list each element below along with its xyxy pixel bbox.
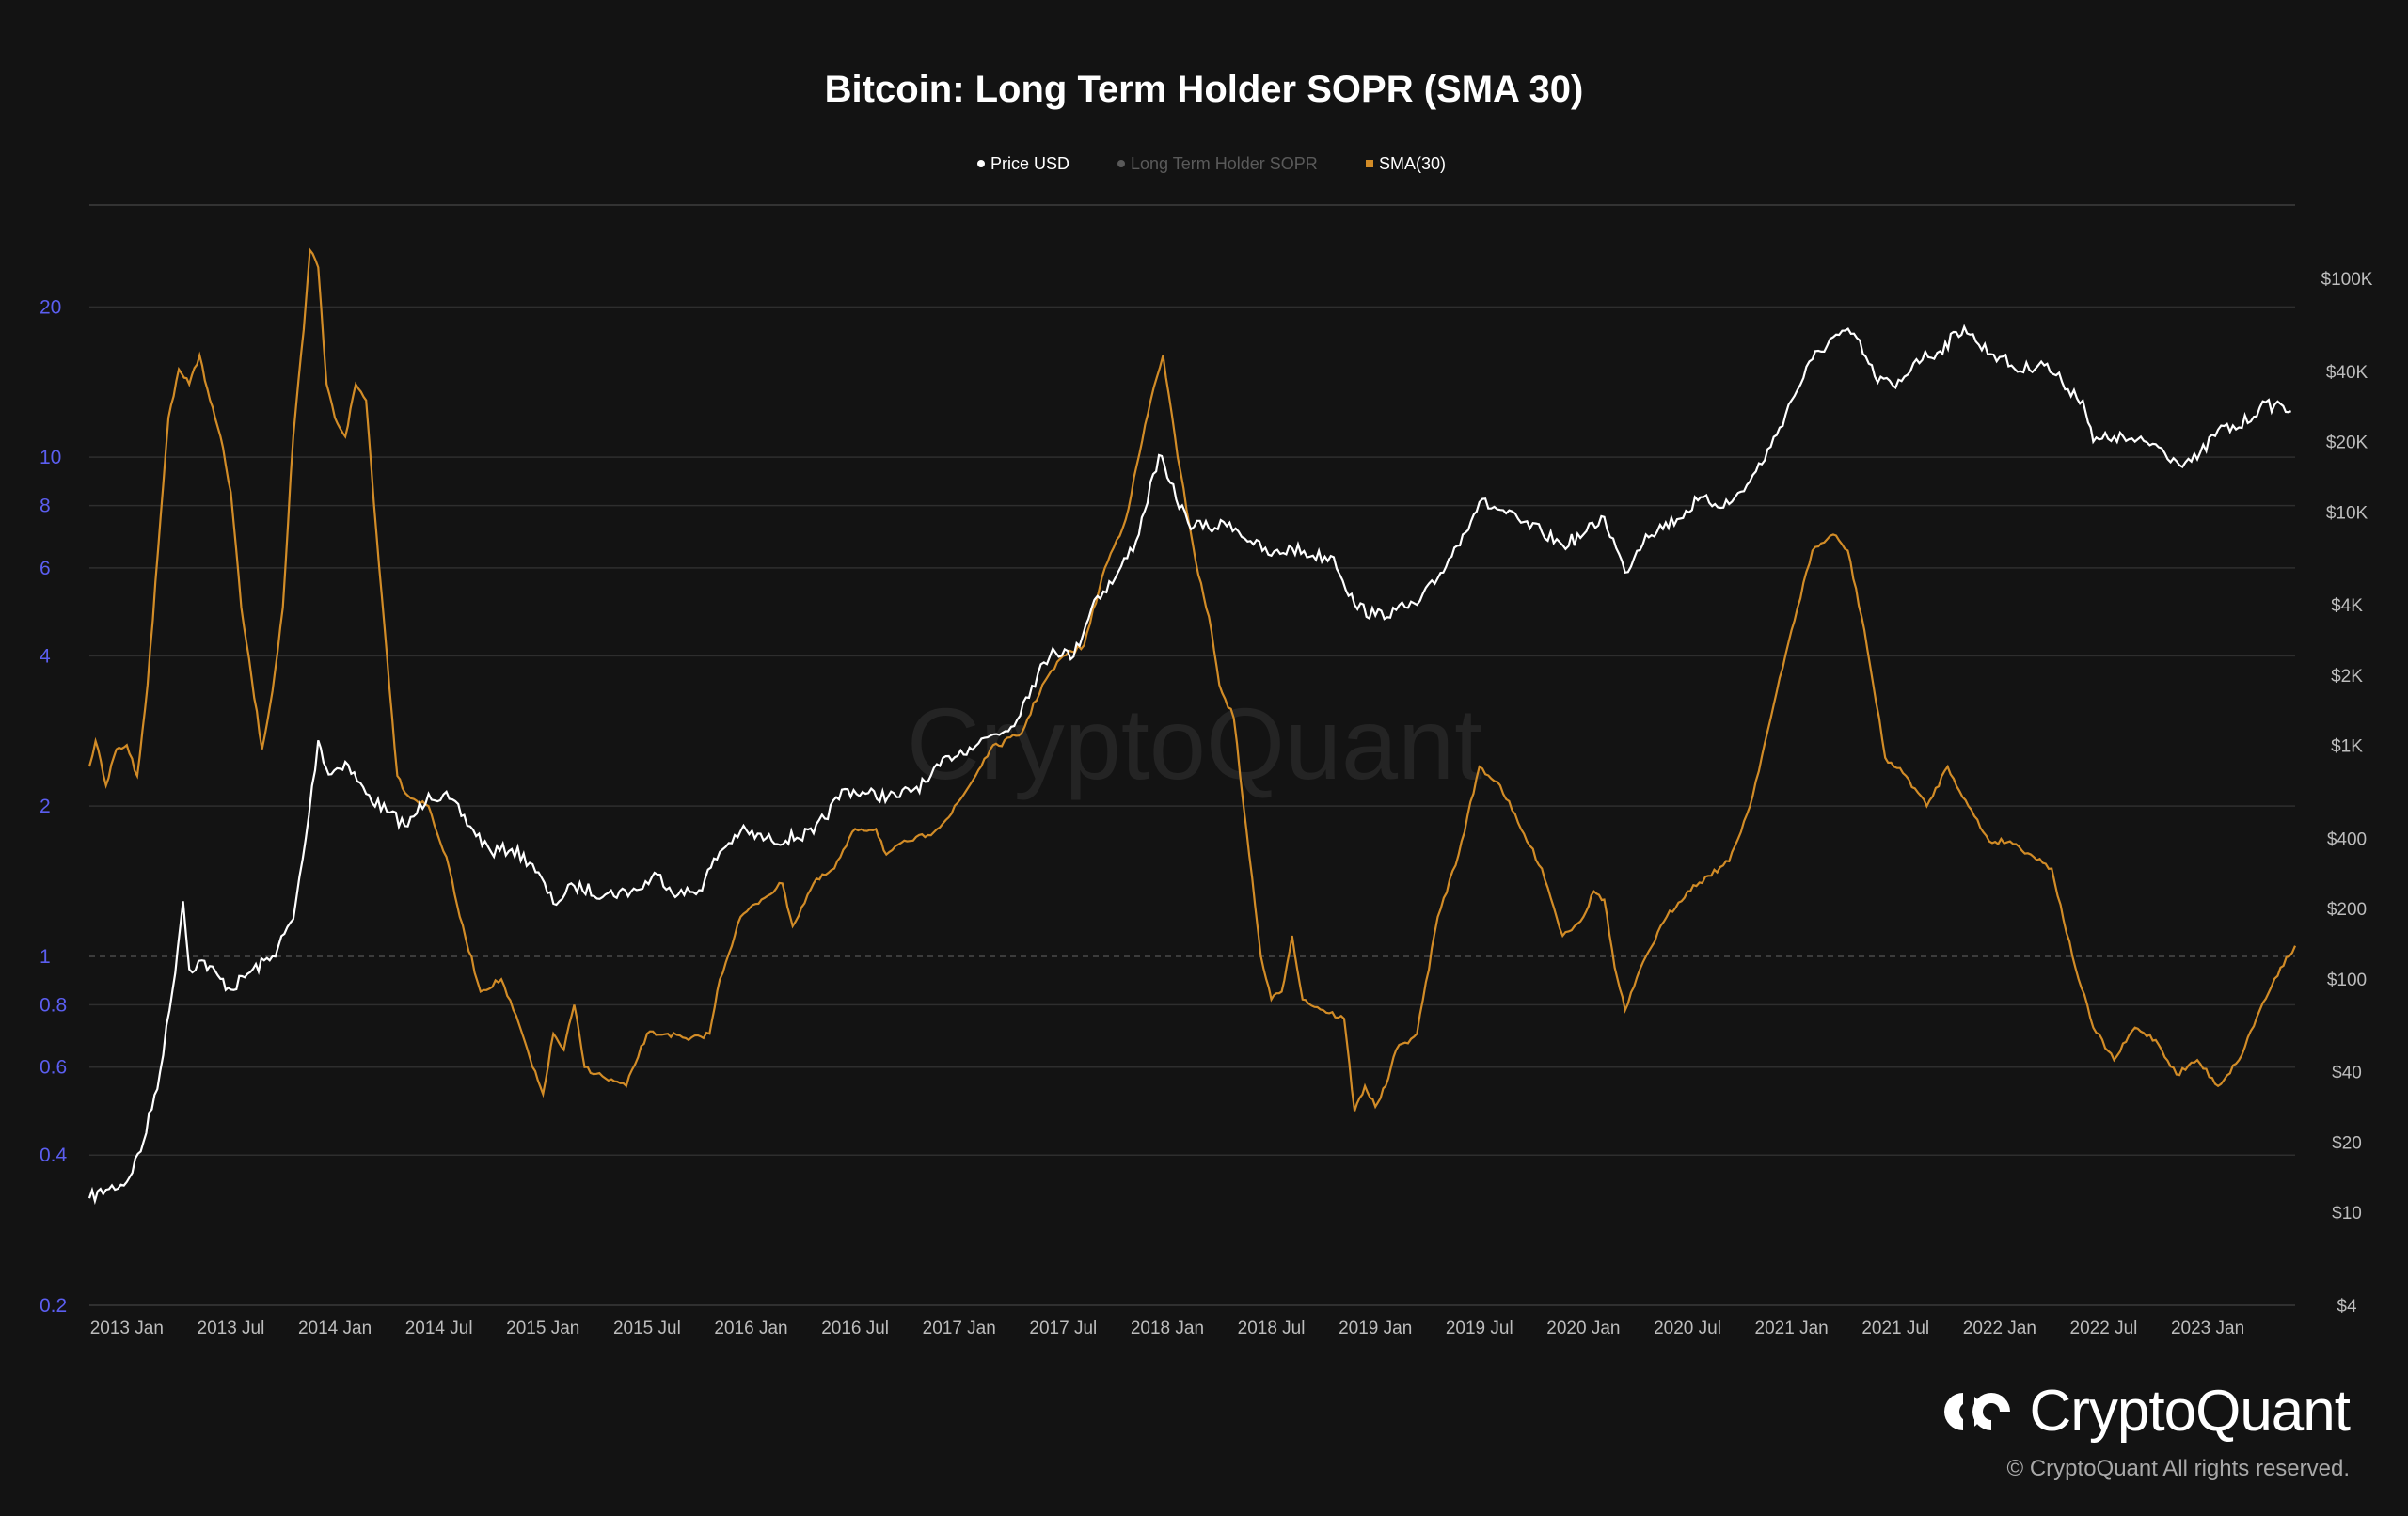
right-tick-label: $4K bbox=[2331, 596, 2363, 616]
legend-item-price[interactable]: Price USD bbox=[977, 154, 1069, 173]
x-tick-label: 2016 Jan bbox=[714, 1319, 787, 1338]
left-tick-label: 20 bbox=[40, 296, 61, 318]
x-tick-label: 2022 Jan bbox=[1963, 1319, 2036, 1338]
x-tick-label: 2016 Jul bbox=[821, 1319, 889, 1338]
x-tick-label: 2023 Jan bbox=[2171, 1319, 2244, 1338]
legend-item-sopr[interactable]: Long Term Holder SOPR bbox=[1117, 154, 1318, 173]
x-tick-label: 2018 Jul bbox=[1238, 1319, 1306, 1338]
left-tick-label: 1 bbox=[40, 946, 51, 968]
x-tick-label: 2021 Jan bbox=[1755, 1319, 1829, 1338]
x-tick-label: 2019 Jan bbox=[1339, 1319, 1412, 1338]
left-tick-label: 0.8 bbox=[40, 994, 67, 1016]
x-tick-label: 2019 Jul bbox=[1446, 1319, 1513, 1338]
left-tick-label: 0.2 bbox=[40, 1295, 67, 1317]
legend-label-price: Price USD bbox=[990, 154, 1069, 173]
left-tick-label: 4 bbox=[40, 645, 51, 667]
x-tick-label: 2017 Jul bbox=[1029, 1319, 1097, 1338]
legend: Price USD Long Term Holder SOPR SMA(30) bbox=[977, 154, 1446, 173]
right-tick-label: $20 bbox=[2332, 1133, 2362, 1153]
left-tick-label: 6 bbox=[40, 558, 51, 579]
x-tick-label: 2020 Jul bbox=[1654, 1319, 1721, 1338]
right-tick-label: $100K bbox=[2321, 270, 2373, 290]
legend-marker-sma bbox=[1366, 160, 1373, 167]
chart-title: Bitcoin: Long Term Holder SOPR (SMA 30) bbox=[825, 69, 1584, 110]
x-tick-label: 2013 Jul bbox=[198, 1319, 265, 1338]
right-tick-label: $10K bbox=[2326, 503, 2368, 523]
legend-label-sopr: Long Term Holder SOPR bbox=[1131, 154, 1318, 173]
x-axis: 2013 Jan 2013 Jul 2014 Jan 2014 Jul 2015 Jan… bbox=[90, 1319, 2244, 1338]
left-tick-label: 0.4 bbox=[40, 1145, 68, 1166]
left-axis: 0.2 0.4 0.6 0.8 1 2 4 6 8 10 20 bbox=[40, 296, 68, 1317]
x-tick-label: 2014 Jan bbox=[298, 1319, 372, 1338]
right-tick-label: $40 bbox=[2332, 1064, 2362, 1083]
right-tick-label: $4 bbox=[2337, 1297, 2357, 1317]
legend-label-sma: SMA(30) bbox=[1379, 154, 1446, 173]
x-tick-label: 2017 Jan bbox=[923, 1319, 996, 1338]
watermark: CryptoQuant bbox=[907, 687, 1482, 800]
right-tick-label: $1K bbox=[2331, 737, 2363, 757]
left-tick-label: 10 bbox=[40, 447, 61, 468]
x-tick-label: 2018 Jan bbox=[1131, 1319, 1204, 1338]
right-tick-label: $400 bbox=[2327, 829, 2367, 849]
copyright-text: © CryptoQuant All rights reserved. bbox=[2006, 1456, 2351, 1481]
x-tick-label: 2022 Jul bbox=[2070, 1319, 2138, 1338]
sma30-series-line bbox=[87, 246, 2297, 1112]
price-series-line bbox=[87, 324, 2291, 1206]
x-tick-label: 2021 Jul bbox=[1861, 1319, 1929, 1338]
brand-name: CryptoQuant bbox=[2029, 1379, 2351, 1444]
left-tick-label: 0.6 bbox=[40, 1057, 67, 1079]
x-tick-label: 2020 Jan bbox=[1546, 1319, 1620, 1338]
right-tick-label: $10 bbox=[2332, 1204, 2362, 1224]
left-tick-label: 2 bbox=[40, 796, 51, 817]
right-tick-label: $200 bbox=[2327, 900, 2367, 920]
x-tick-label: 2014 Jul bbox=[405, 1319, 473, 1338]
right-tick-label: $2K bbox=[2331, 667, 2363, 687]
right-tick-label: $40K bbox=[2326, 363, 2368, 383]
legend-marker-price bbox=[977, 160, 985, 167]
right-tick-label: $100 bbox=[2327, 971, 2367, 990]
x-tick-label: 2015 Jul bbox=[613, 1319, 681, 1338]
x-tick-label: 2013 Jan bbox=[90, 1319, 164, 1338]
legend-marker-sopr bbox=[1117, 160, 1125, 167]
footer: CryptoQuant © CryptoQuant All rights res… bbox=[1861, 1379, 2351, 1486]
left-tick-label: 8 bbox=[40, 496, 51, 517]
right-tick-label: $20K bbox=[2326, 434, 2368, 453]
legend-item-sma[interactable]: SMA(30) bbox=[1366, 154, 1446, 173]
right-axis: $4 $10 $20 $40 $100 $200 $400 $1K $2K $4K $10K $20K… bbox=[2321, 270, 2373, 1317]
cryptoquant-logo-icon bbox=[1944, 1393, 2013, 1432]
x-tick-label: 2015 Jan bbox=[506, 1319, 579, 1338]
brand-logo[interactable]: CryptoQuant bbox=[1942, 1379, 2351, 1444]
